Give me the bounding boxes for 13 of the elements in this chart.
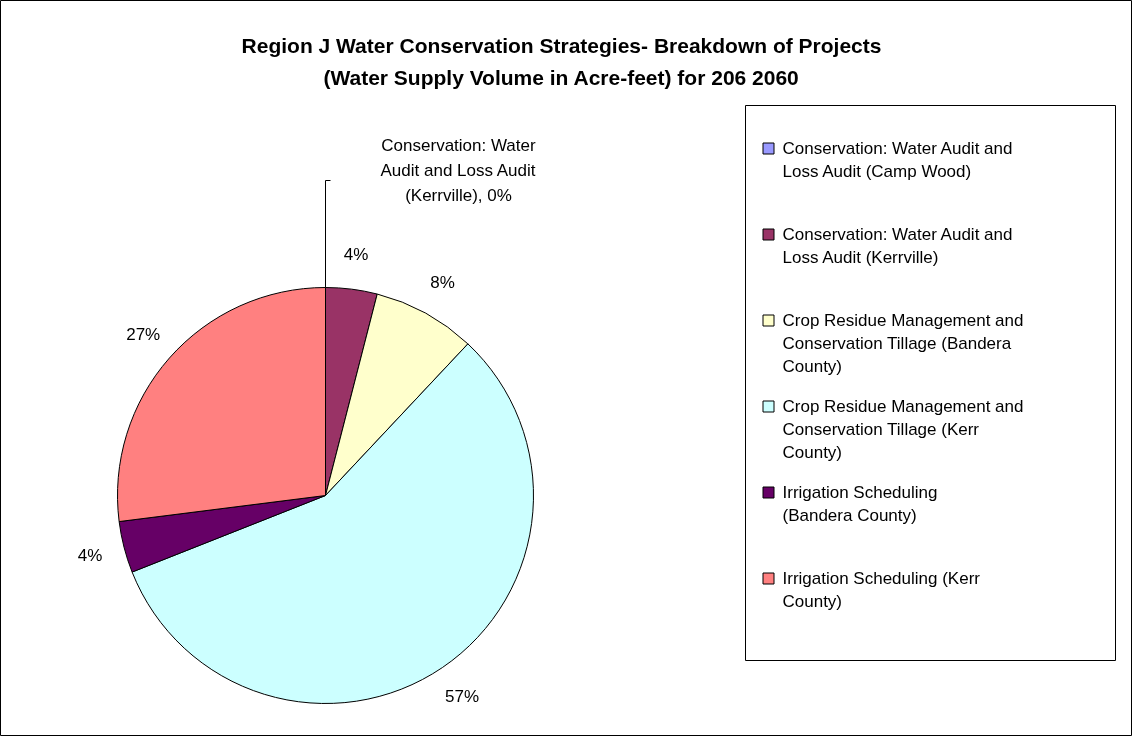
legend-label: Crop Residue Management and Conservation Tillage (Kerr County) (782, 397, 1024, 462)
chart-title: Region J Water Conservation Strategies- Breakdown of Projects (Water Supply Volume in Acre-feet) for 206 2060 (241, 34, 882, 89)
legend-label: Conservation: Water Audit and Loss Audit (Kerrville) (782, 225, 1013, 267)
legend-label: Crop Residue Management and Conservation Tillage (Bandera County) (782, 311, 1024, 376)
data-label: 4% (77, 546, 103, 566)
legend-label: Conservation: Water Audit and Loss Audit (Camp Wood) (782, 139, 1013, 181)
text: Conservation: Water Audit and Loss Audit (Kerrville), 0% (380, 136, 536, 205)
data-label: 57% (445, 686, 480, 706)
legend-label: Irrigation Scheduling (Bandera County) (782, 483, 938, 525)
legend-label: Irrigation Scheduling (Kerr County) (782, 569, 981, 611)
data-label: 4% (343, 244, 369, 264)
data-label: 8% (430, 273, 455, 293)
data-label: 27% (126, 325, 161, 345)
